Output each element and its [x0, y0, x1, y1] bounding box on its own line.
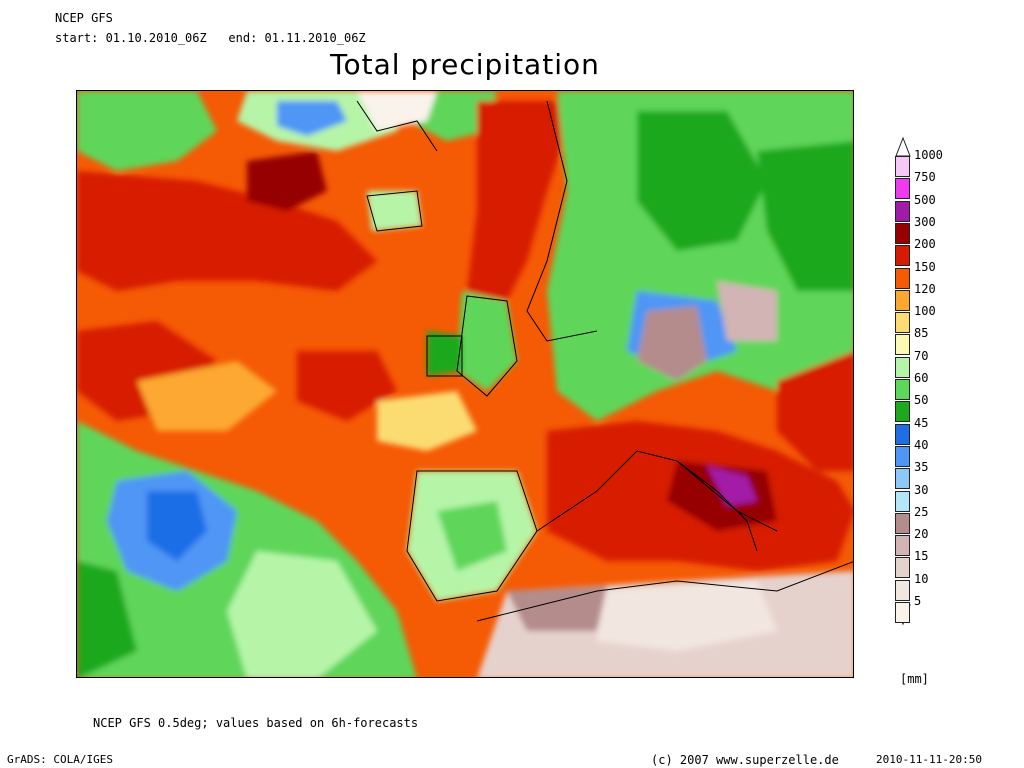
legend-label: 60	[914, 371, 929, 385]
field-brown-central	[637, 306, 707, 381]
field-blue-north	[277, 101, 347, 136]
field-red-norwegian-sea	[467, 101, 577, 321]
field-darkblue-southwest	[147, 491, 207, 561]
forecast-period: start: 01.10.2010_06Z end: 01.11.2010_06…	[55, 31, 366, 45]
field-green-iberia	[437, 501, 507, 571]
field-green-ireland	[427, 331, 462, 376]
field-very-dry-africa	[597, 581, 777, 651]
legend-swatch	[895, 245, 910, 267]
legend-label: 30	[914, 482, 929, 497]
map-title: Total precipitation	[330, 48, 600, 81]
legend-label: 750	[914, 170, 936, 185]
legend-swatch	[895, 267, 910, 289]
legend-label: 500	[914, 192, 936, 207]
legend-swatch	[895, 334, 910, 356]
field-darkgreen-southwest	[77, 561, 137, 677]
legend-label: 40	[914, 437, 929, 452]
legend-label: 150	[914, 259, 936, 274]
timestamp: 2010-11-11-20:50	[876, 753, 982, 766]
field-orange-band	[137, 361, 277, 431]
legend-swatch	[895, 356, 910, 378]
legend-swatch	[895, 468, 910, 490]
legend-label: 50	[914, 393, 929, 408]
precipitation-map	[76, 90, 854, 678]
legend-swatch	[895, 312, 910, 334]
legend-label: 300	[914, 214, 936, 229]
legend-label: 100	[914, 304, 936, 319]
legend-label: 25	[914, 504, 929, 519]
legend-swatch	[895, 535, 910, 557]
color-legend: 1000 750 500 300 200 150 120 100 85 70 60 50 45 40 35 3…	[895, 134, 955, 629]
field-yellow-biscay	[377, 391, 477, 451]
field-red-atlantic	[77, 171, 377, 291]
field-brown-maghreb	[507, 586, 607, 631]
legend-swatch	[895, 445, 910, 467]
legend-swatch	[895, 579, 910, 601]
legend-swatch	[895, 557, 910, 579]
field-iceland	[367, 191, 422, 231]
legend-label: 20	[914, 527, 929, 542]
legend-label: 70	[914, 348, 929, 363]
field-green-britain	[457, 291, 517, 391]
legend-label: 1000	[914, 148, 943, 162]
legend-swatch	[895, 156, 910, 177]
legend-swatch	[895, 222, 910, 244]
legend-label: 85	[914, 326, 929, 341]
legend-swatch	[895, 178, 910, 200]
legend-swatch	[895, 379, 910, 400]
legend-label: 45	[914, 415, 929, 430]
legend-label: 200	[914, 237, 936, 252]
field-darkgreen-scandinavia	[637, 111, 767, 251]
legend-label: 10	[914, 571, 929, 586]
coastline-italy	[676, 460, 758, 552]
field-red-balkans	[777, 351, 853, 471]
field-darkgreen-east	[757, 141, 853, 291]
legend-swatch	[895, 200, 910, 222]
field-pink-east	[717, 281, 777, 341]
legend-swatch	[895, 423, 910, 445]
model-name: NCEP GFS	[55, 11, 113, 25]
coastline-mediterranean	[536, 450, 778, 532]
footnote: NCEP GFS 0.5deg; values based on 6h-fore…	[93, 716, 419, 730]
legend-swatch	[895, 289, 910, 311]
coastline-north-africa	[476, 561, 853, 622]
legend-label: 120	[914, 281, 936, 296]
coastline-iceland	[366, 190, 423, 232]
precipitation-field	[77, 91, 853, 677]
coastline-ireland	[426, 335, 463, 377]
field-darkred-greenland	[247, 151, 327, 211]
field-lightgreen-south	[227, 551, 377, 677]
coastline-norway	[526, 100, 598, 342]
legend-swatch	[895, 490, 910, 512]
coastline-iberia	[406, 470, 538, 602]
legend-swatch	[895, 512, 910, 534]
legend-swatch	[895, 401, 910, 423]
grads-credit: GrADS: COLA/IGES	[7, 753, 113, 766]
legend-label: 15	[914, 549, 929, 564]
coastlines	[356, 100, 853, 622]
field-purple-italy	[707, 466, 757, 506]
legend-unit: [mm]	[900, 672, 929, 686]
copyright: (c) 2007 www.superzelle.de	[651, 753, 839, 767]
coastline-britain	[456, 295, 518, 397]
coastline-greenland	[356, 100, 438, 152]
legend-label: 5	[914, 594, 922, 608]
legend-label: 35	[914, 460, 929, 475]
legend-top-arrow	[895, 136, 911, 157]
field-green-northwest	[77, 91, 217, 171]
legend-swatch	[895, 602, 910, 623]
field-red-midatlantic	[297, 351, 397, 421]
